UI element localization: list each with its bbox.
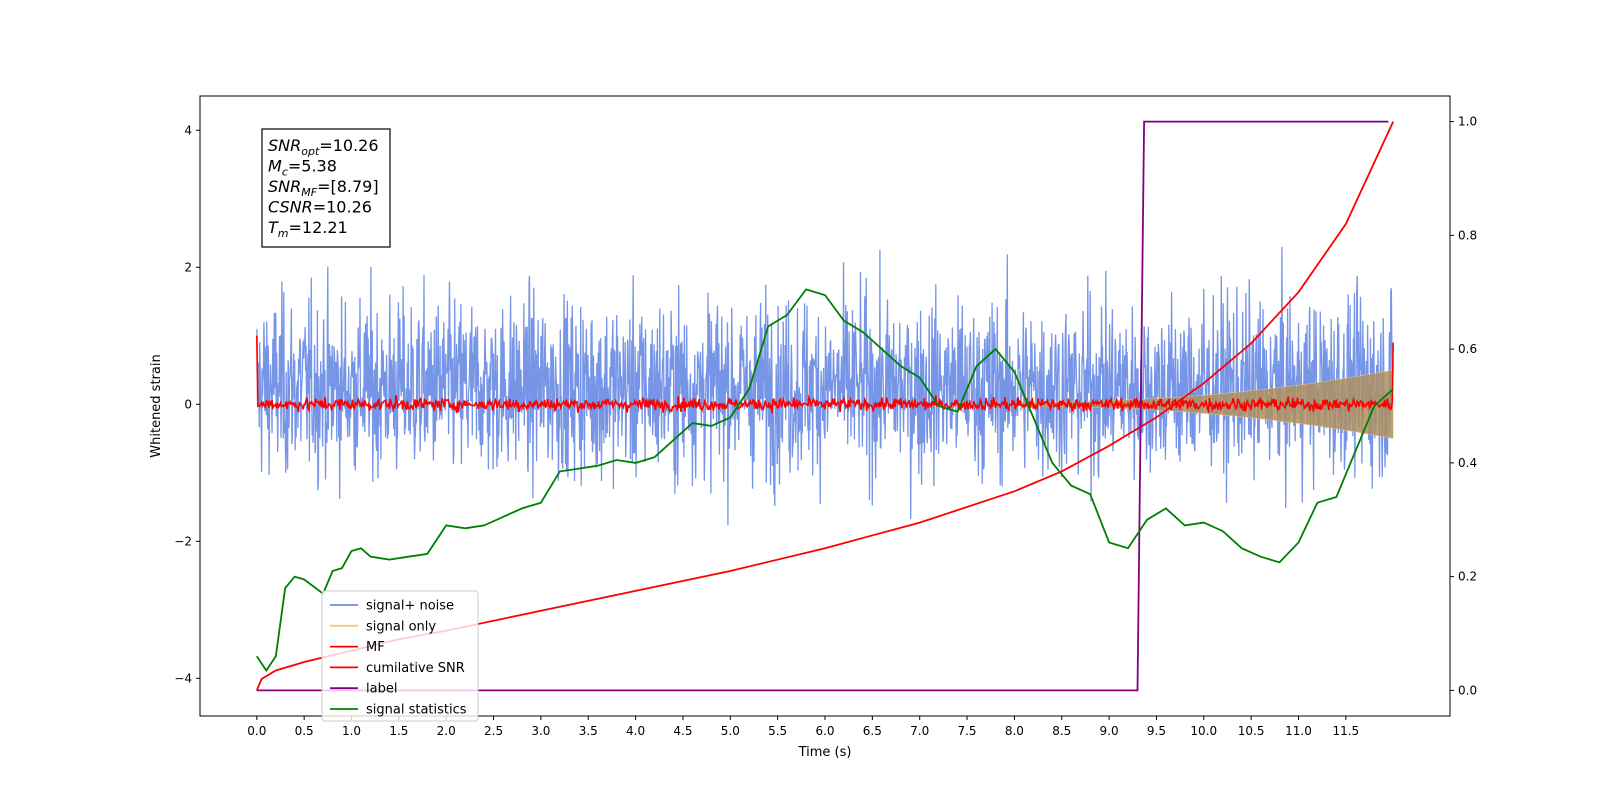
- legend-label-signal-statistics: signal statistics: [366, 703, 467, 718]
- series-mf-line: [256, 335, 1394, 414]
- x-tick-label: 6.0: [815, 724, 834, 738]
- series-signal-noise-line: [256, 246, 1394, 526]
- x-tick-label: 2.5: [484, 724, 503, 738]
- y-axis-ticks: 4 2 0 −2 −4: [174, 123, 200, 685]
- y2-tick-label: 0.2: [1458, 570, 1477, 584]
- y-tick-label: −4: [174, 671, 192, 685]
- y2-tick-label: 1.0: [1458, 115, 1477, 129]
- x-axis-ticks: 0.0 0.5 1.0 1.5 2.0 2.5 3.0 3.5 4.0 4.5 5.0 5.5 6.0 6…: [247, 716, 1359, 738]
- x-tick-label: 7.0: [910, 724, 929, 738]
- x-tick-label: 11.0: [1285, 724, 1312, 738]
- x-tick-label: 0.5: [295, 724, 314, 738]
- stats-annotation-box: SNRopt=10.26Mc=5.38SNRMF=[8.79]CSNR=10.2…: [261, 128, 391, 248]
- x-tick-label: 8.5: [1052, 724, 1071, 738]
- x-tick-label: 9.5: [1147, 724, 1166, 738]
- legend: signal+ noise signal only MF cumilative SNR…: [321, 590, 479, 722]
- x-tick-label: 3.0: [531, 724, 550, 738]
- y-axis-label: Whitened strain: [149, 354, 164, 457]
- y2-axis-ticks: 1.0 0.8 0.6 0.4 0.2 0.0: [1450, 115, 1477, 697]
- x-tick-label: 11.5: [1332, 724, 1359, 738]
- x-axis-label: Time (s): [798, 745, 852, 760]
- plot-area: [255, 120, 1395, 692]
- legend-label-label: label: [366, 682, 397, 697]
- legend-frame: [321, 590, 479, 722]
- y2-tick-label: 0.6: [1458, 342, 1477, 356]
- annotation-line: Tm=12.21: [268, 218, 348, 240]
- y2-tick-label: 0.0: [1458, 683, 1477, 697]
- x-tick-label: 9.0: [1100, 724, 1119, 738]
- series-label-line: [256, 120, 1389, 692]
- x-tick-label: 3.5: [579, 724, 598, 738]
- x-tick-label: 5.0: [721, 724, 740, 738]
- annotation-frame: [261, 128, 391, 248]
- legend-label-mf: MF: [366, 640, 385, 655]
- annotation-line: SNRopt=10.26: [268, 136, 379, 158]
- legend-label-cumilative-snr: cumilative SNR: [366, 661, 465, 676]
- y-tick-label: 2: [184, 260, 192, 274]
- x-tick-label: 10.5: [1238, 724, 1265, 738]
- x-tick-label: 5.5: [768, 724, 787, 738]
- y-tick-label: 0: [184, 397, 192, 411]
- y2-tick-label: 0.4: [1458, 456, 1477, 470]
- x-tick-label: 4.0: [626, 724, 645, 738]
- series-cumilative-snr-line: [255, 121, 1395, 691]
- x-tick-label: 7.5: [957, 724, 976, 738]
- x-tick-label: 1.0: [342, 724, 361, 738]
- annotation-line: Mc=5.38: [268, 157, 337, 179]
- y2-tick-label: 0.8: [1458, 228, 1477, 242]
- series-signal-statistics-line: [256, 288, 1394, 673]
- x-tick-label: 1.5: [389, 724, 408, 738]
- x-tick-label: 6.5: [863, 724, 882, 738]
- annotation-line: CSNR=10.26: [268, 198, 372, 217]
- x-tick-label: 8.0: [1005, 724, 1024, 738]
- x-tick-label: 2.0: [437, 724, 456, 738]
- x-tick-label: 10.0: [1190, 724, 1217, 738]
- y-tick-label: −2: [174, 534, 192, 548]
- x-tick-label: 4.5: [673, 724, 692, 738]
- legend-label-signal-noise: signal+ noise: [366, 599, 454, 614]
- legend-label-signal-only: signal only: [366, 619, 436, 634]
- annotation-line: SNRMF=[8.79]: [268, 177, 379, 199]
- y-tick-label: 4: [184, 123, 192, 137]
- x-tick-label: 0.0: [247, 724, 266, 738]
